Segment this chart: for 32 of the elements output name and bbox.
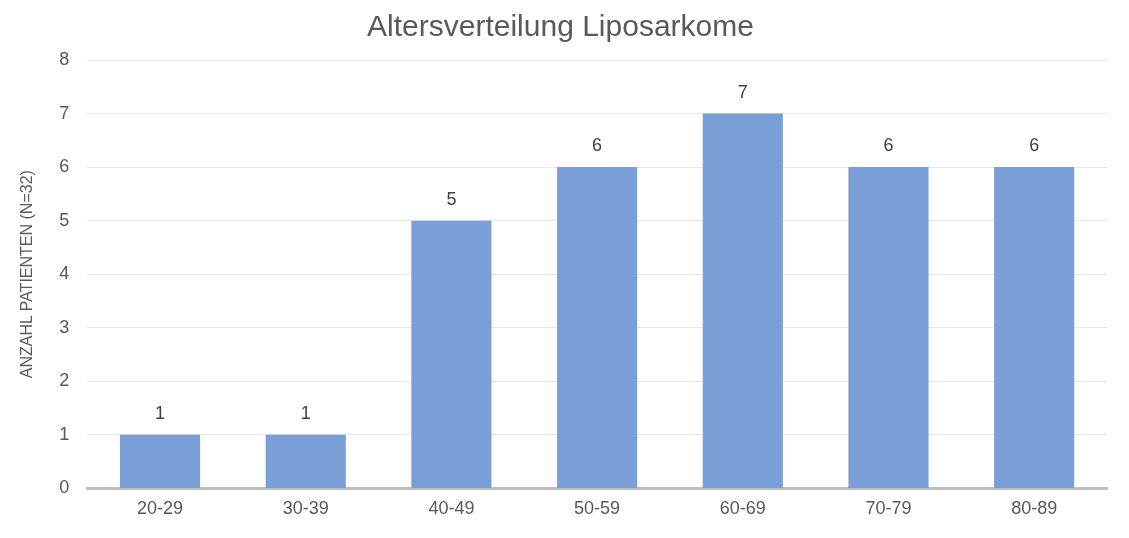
bar [848, 167, 929, 488]
data-label: 5 [446, 188, 457, 209]
bar [994, 167, 1075, 488]
bar [119, 434, 201, 488]
y-tick-label: 0 [59, 477, 70, 498]
bar [265, 434, 346, 488]
chart-title: Altersverteilung Liposarkome [367, 9, 754, 43]
bar [557, 167, 638, 488]
data-label: 7 [737, 81, 748, 102]
x-tick-label: 60-69 [719, 498, 766, 519]
bar [702, 113, 783, 488]
y-tick-label: 4 [59, 263, 70, 284]
x-tick-label: 20-29 [137, 498, 184, 519]
x-tick-label: 80-89 [1011, 498, 1058, 519]
y-tick-label: 5 [59, 209, 70, 230]
data-label: 6 [883, 135, 894, 156]
data-label: 6 [1029, 135, 1040, 156]
y-tick-label: 2 [59, 370, 70, 391]
y-tick-label: 8 [59, 48, 70, 69]
y-axis-title: ANZAHL PATIENTEN (N=32) [18, 170, 36, 379]
data-label: 1 [155, 402, 166, 423]
x-tick-label: 40-49 [428, 498, 475, 519]
y-tick-label: 7 [59, 102, 70, 123]
bar [411, 220, 492, 488]
y-tick-label: 1 [59, 423, 70, 444]
data-label: 6 [592, 135, 603, 156]
x-tick-label: 70-79 [865, 498, 912, 519]
y-tick-label: 3 [59, 316, 70, 337]
y-tick-label: 6 [59, 156, 70, 177]
data-label: 1 [300, 402, 311, 423]
x-tick-label: 30-39 [282, 498, 329, 519]
x-tick-label: 50-59 [574, 498, 621, 519]
